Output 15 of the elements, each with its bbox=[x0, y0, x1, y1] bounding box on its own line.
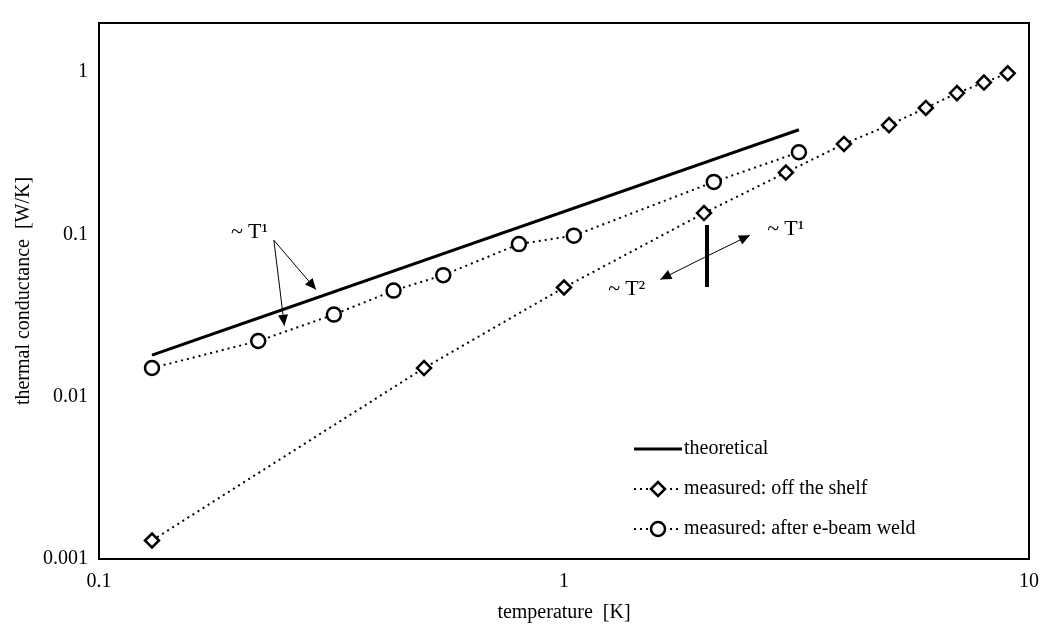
legend-label: measured: off the shelf bbox=[684, 476, 868, 499]
x-tick-label: 1 bbox=[559, 569, 569, 592]
legend-label: measured: after e-beam weld bbox=[684, 516, 916, 539]
y-tick-label: 0.1 bbox=[63, 221, 88, 244]
annotation: ~ T² bbox=[608, 275, 646, 301]
y-axis-title: thermal conductance [W/K] bbox=[11, 176, 34, 406]
annotation: ~ T¹ bbox=[767, 214, 805, 240]
y-tick-label: 0.01 bbox=[53, 383, 88, 406]
x-axis-title: temperature [K] bbox=[497, 600, 631, 624]
x-tick-label: 10 bbox=[1019, 569, 1039, 592]
legend-label: theoretical bbox=[684, 436, 769, 459]
y-tick-label: 0.001 bbox=[43, 546, 88, 569]
annotation: ~ T¹ bbox=[231, 217, 269, 243]
x-tick-label: 0.1 bbox=[86, 569, 112, 592]
y-tick-label: 1 bbox=[78, 59, 88, 82]
